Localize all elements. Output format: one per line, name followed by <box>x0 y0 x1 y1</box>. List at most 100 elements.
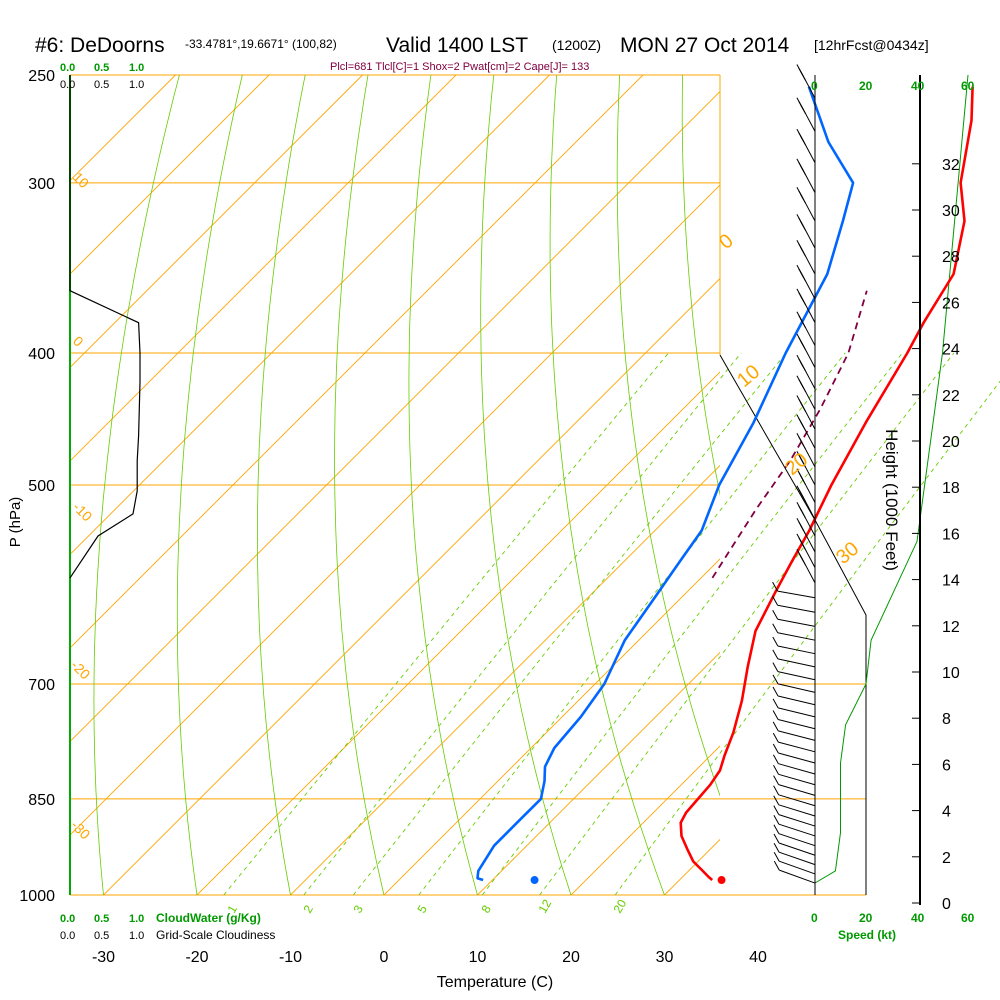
dry-adiabat-line <box>480 75 572 895</box>
wind-barb-flag <box>800 421 807 431</box>
wind-barb-flag <box>772 596 779 606</box>
wind-barb-flag <box>772 698 779 709</box>
mixing-ratio-line <box>539 352 955 896</box>
wind-barb-staff <box>778 752 816 764</box>
speed-top-tick-3: 60 <box>961 79 975 93</box>
height-envelope-line <box>719 354 867 895</box>
dry-adiabat-grid <box>93 75 945 895</box>
isotherm-label: -30 <box>68 817 94 843</box>
valid-time: Valid 1400 LST <box>386 34 528 57</box>
wind-barb-flag <box>772 754 779 764</box>
isotherm-label: -10 <box>70 499 96 525</box>
wind-barb-flag <box>800 221 807 231</box>
isotherm-line <box>70 75 270 275</box>
dry-adiabat-line <box>616 75 720 797</box>
cloudiness-top-tick-1: 0.5 <box>94 79 109 91</box>
isotherm-line <box>196 371 720 895</box>
height-tick-label: 20 <box>942 434 960 451</box>
mixing-ratio-line <box>303 352 742 896</box>
height-tick-label: 28 <box>942 249 960 266</box>
speed-bottom-tick-0: 0 <box>811 911 818 925</box>
x-axis-ticks: -30 -20 -10 0 10 20 30 40 <box>92 949 767 966</box>
wind-barb-staff <box>779 860 816 875</box>
wind-barb-flag <box>800 555 807 566</box>
forecast-info: [12hrFcst@0434z] <box>814 37 929 53</box>
cloud-water-bottom-tick-2: 1.0 <box>129 913 144 925</box>
wind-barb-flag <box>800 104 807 114</box>
wind-barb-staff <box>777 707 816 718</box>
wind-barb-flag <box>800 382 807 392</box>
wind-barb-flag <box>800 440 807 450</box>
wind-barb-staff <box>778 784 816 796</box>
station-title: #6: DeDoorns <box>35 34 165 57</box>
height-tick-label: 8 <box>942 711 951 728</box>
wind-barb-flag <box>772 581 779 592</box>
dry-adiabat-line <box>93 75 180 895</box>
isotherm-line <box>70 75 644 649</box>
height-tick-label: 16 <box>942 526 960 543</box>
speed-axis-label: Speed (kt) <box>838 928 896 942</box>
dry-adiabat-line <box>745 75 945 895</box>
wind-barb-staff <box>778 730 816 741</box>
wind-barb-flag <box>772 686 779 697</box>
mixing-ratio-grid <box>223 352 1000 896</box>
wind-barb-flag <box>800 295 807 306</box>
cloudiness-top-tick-2: 1.0 <box>129 79 144 91</box>
height-tick-label: 14 <box>942 573 960 590</box>
cloudiness-bottom-tick-1: 0.5 <box>94 930 109 942</box>
mixing-ratio-line <box>223 352 669 896</box>
y-tick-label: 500 <box>28 478 55 495</box>
wind-barb-staff <box>777 658 816 668</box>
height-tick-label: 2 <box>942 850 951 867</box>
wind-barb-staff <box>778 794 816 807</box>
wind-barb-staff <box>777 645 816 655</box>
cloudiness-top-tick-0: 0.0 <box>60 79 75 91</box>
height-tick-label: 12 <box>942 619 960 636</box>
wind-barb-flag <box>800 458 807 468</box>
dewpoint-line <box>476 86 855 882</box>
station-coords: -33.4781°,19.6671° (100,82) <box>185 37 337 51</box>
wind-barb-flag <box>773 860 780 871</box>
isotherm-line <box>70 75 457 462</box>
wind-barb-staff <box>777 683 816 693</box>
mixing-ratio-label: 8 <box>478 902 494 915</box>
x-tick-label: 30 <box>656 949 674 966</box>
speed-bottom-tick-2: 40 <box>911 911 925 925</box>
speed-bottom-tick-3: 60 <box>961 911 975 925</box>
wind-barb-flag <box>800 318 807 329</box>
isotherm-line <box>70 75 363 369</box>
x-axis-title: Temperature (C) <box>437 974 553 991</box>
x-tick-label: 20 <box>562 949 580 966</box>
wind-barb-flag <box>772 662 779 672</box>
wind-barb-flag <box>773 824 780 834</box>
speed-top-tick-1: 20 <box>859 79 873 93</box>
wind-barb-staff <box>777 671 816 681</box>
mixing-ratio-label: 2 <box>300 902 316 915</box>
mixing-ratio-line <box>352 352 787 896</box>
isotherm-line <box>383 558 720 895</box>
height-tick-label: 18 <box>942 480 960 497</box>
wind-barb-staff <box>777 604 816 613</box>
mixing-ratio-line <box>418 352 846 896</box>
cloudiness-bottom-tick-2: 1.0 <box>129 930 144 942</box>
height-tick-label: 10 <box>942 665 960 682</box>
wind-barb-staff <box>778 763 816 775</box>
speed-top-tick-2: 40 <box>911 79 925 93</box>
cloudiness-bottom-tick-0: 0.0 <box>60 930 75 942</box>
wind-barb-flag <box>773 765 779 775</box>
x-tick-label: -30 <box>92 949 115 966</box>
isobar-grid <box>70 74 866 896</box>
stability-indices: Plcl=681 Tlcl[C]=1 Shox=2 Pwat[cm]=2 Cap… <box>330 61 589 73</box>
height-tick-label: 24 <box>942 342 960 359</box>
wind-barb-flag <box>772 732 779 743</box>
wind-barb-flag <box>800 525 807 535</box>
wind-barb-flag <box>773 842 780 853</box>
wind-barb-flag <box>800 165 807 176</box>
height-tick-label: 32 <box>942 157 960 174</box>
wind-barb-staff <box>778 741 816 753</box>
wind-barb-staff <box>777 695 816 706</box>
y-tick-label: 700 <box>28 677 55 694</box>
